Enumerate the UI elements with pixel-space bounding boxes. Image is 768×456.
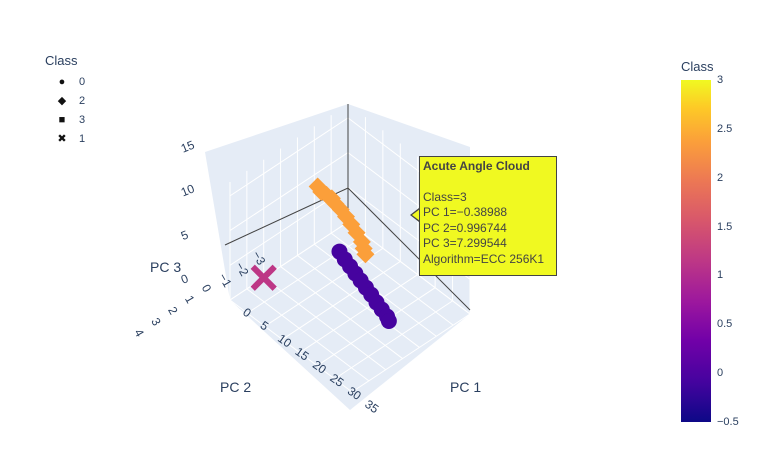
diamond-icon: ◆ xyxy=(57,95,67,107)
gridline xyxy=(229,299,353,393)
gridline xyxy=(282,261,401,340)
colorbar-tick: 3 xyxy=(717,74,724,86)
gridline xyxy=(316,287,436,367)
tooltip-arrow-inner xyxy=(412,209,420,221)
legend-item-1[interactable]: ✖ 1 xyxy=(54,129,85,148)
legend-label: 0 xyxy=(79,75,86,88)
colorbar-tick: 0.5 xyxy=(717,318,733,331)
gridline xyxy=(347,221,471,315)
tick-label-y: 2 xyxy=(165,304,181,317)
gridline xyxy=(334,300,453,380)
colorbar-tick: −0.5 xyxy=(717,416,739,428)
wall-back-left xyxy=(205,104,348,300)
gridline xyxy=(229,221,349,301)
legend: ● 0 ◆ 2 ■ 3 ✖ 1 xyxy=(54,72,85,148)
legend-label: 2 xyxy=(79,94,86,107)
legend-label: 1 xyxy=(79,132,86,145)
square-icon: ■ xyxy=(58,113,66,126)
colorbar xyxy=(681,80,711,422)
gridline xyxy=(229,117,349,197)
tick-label-y: 4 xyxy=(131,327,147,340)
hover-tooltip: Acute Angle Cloud Class=3 PC 1=−0.38988 … xyxy=(419,156,557,276)
gridline xyxy=(264,247,384,327)
colorbar-title: Class xyxy=(681,59,714,74)
axis-title-z: PC 3 xyxy=(150,259,181,275)
gridline xyxy=(229,152,349,232)
legend-title: Class xyxy=(45,53,78,68)
colorbar-tick: 2.5 xyxy=(717,122,733,135)
legend-label: 3 xyxy=(79,113,86,126)
tooltip-title: Acute Angle Cloud xyxy=(423,159,530,173)
tick-label-x: 35 xyxy=(362,397,381,416)
legend-item-0[interactable]: ● 0 xyxy=(54,72,85,91)
gridline xyxy=(263,277,387,371)
tick-label-z: 5 xyxy=(179,227,191,243)
gridline xyxy=(280,266,403,359)
tooltip-line: Algorithm=ECC 256K1 xyxy=(423,251,545,266)
circle-icon: ● xyxy=(58,75,66,88)
tick-label-y: 3 xyxy=(148,315,164,328)
axis-title-y: PC 2 xyxy=(220,379,251,395)
tick-label-y: 1 xyxy=(182,293,198,306)
gridline xyxy=(299,274,418,353)
gridline xyxy=(246,288,370,382)
colorbar-tick: 2 xyxy=(717,171,724,184)
tooltip-line: PC 2=0.996744 xyxy=(423,220,507,235)
colorbar-tick: 1 xyxy=(717,269,724,282)
tooltip-line: PC 3=7.299544 xyxy=(423,236,507,250)
tooltip-line: PC 1=−0.38988 xyxy=(423,205,508,219)
tooltip-line: Class=3 xyxy=(423,189,467,204)
point-class-1[interactable] xyxy=(250,264,277,291)
legend-item-2[interactable]: ◆ 2 xyxy=(54,91,85,110)
legend-item-3[interactable]: ■ 3 xyxy=(54,110,85,129)
point-class-2[interactable] xyxy=(356,245,375,264)
x-icon: ✖ xyxy=(57,133,67,145)
tick-label-z: 15 xyxy=(179,138,197,156)
tick-label-y: −3 xyxy=(249,249,268,268)
gridline xyxy=(351,313,471,393)
tick-label-y: −1 xyxy=(216,271,235,290)
tick-label-y: 0 xyxy=(199,282,215,295)
gridline xyxy=(297,255,420,348)
point-class-0[interactable] xyxy=(380,312,397,329)
gridline xyxy=(330,232,454,326)
tick-label-z: 10 xyxy=(179,181,197,199)
colorbar-tick: 1.5 xyxy=(717,220,733,233)
tick-label-y: −2 xyxy=(233,260,252,279)
colorbar-tick: 0 xyxy=(717,367,724,380)
axis-title-x: PC 1 xyxy=(450,379,481,395)
tick-label-z: 0 xyxy=(179,271,191,287)
axis-back-diagonal xyxy=(347,187,471,311)
